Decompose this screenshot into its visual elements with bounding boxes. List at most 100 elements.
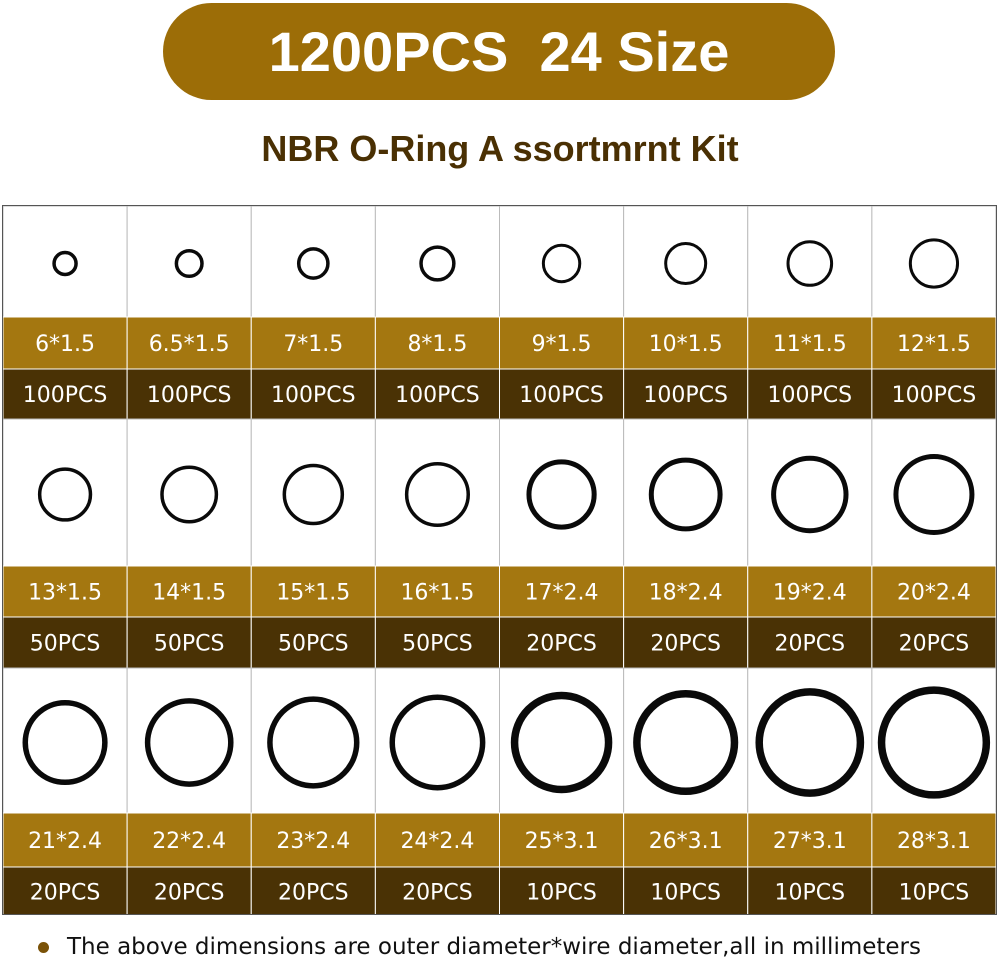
size-label: 26*3.1: [649, 829, 723, 854]
count-label: 100PCS: [768, 383, 853, 408]
count-strip: [499, 368, 625, 420]
image-cell: [250, 206, 376, 318]
o-ring: [755, 688, 865, 797]
size-label: 13*1.5: [28, 581, 102, 606]
o-ring: [144, 698, 234, 787]
o-ring: [174, 248, 204, 279]
size-label: 20*2.4: [897, 581, 971, 606]
count-strip: [499, 616, 625, 669]
o-ring: [22, 699, 108, 786]
image-cell: [871, 418, 996, 567]
o-ring: [160, 465, 219, 524]
count-strip: [3, 616, 128, 669]
image-cell: [747, 206, 873, 318]
size-strip: [250, 812, 376, 868]
image-cell: [499, 206, 625, 318]
count-strip: [871, 866, 996, 914]
o-ring: [510, 691, 613, 794]
image-cell: [623, 418, 749, 567]
image-cell: [126, 418, 252, 567]
count-label: 20PCS: [154, 881, 225, 906]
count-strip: [747, 368, 873, 420]
count-strip: [126, 866, 252, 914]
size-label: 19*2.4: [773, 581, 847, 606]
count-strip: [374, 866, 500, 914]
count-label: 20PCS: [526, 632, 597, 657]
image-cell: [623, 206, 749, 318]
o-ring: [664, 242, 708, 285]
count-strip: [126, 616, 252, 669]
o-ring: [771, 455, 849, 534]
title-banner: 1200PCS 24 Size: [163, 3, 835, 100]
o-ring: [404, 461, 470, 528]
image-cell: [3, 206, 128, 318]
count-strip: [499, 866, 625, 914]
size-label: 27*3.1: [773, 829, 847, 854]
o-ring: [267, 696, 360, 789]
image-cell: [3, 667, 128, 814]
size-label: 6*1.5: [35, 332, 95, 357]
size-label: 11*1.5: [773, 332, 847, 357]
size-label: 10*1.5: [649, 332, 723, 357]
size-strip: [623, 812, 749, 868]
size-label: 22*2.4: [152, 829, 226, 854]
size-strip: [374, 316, 500, 370]
count-strip: [250, 368, 376, 420]
count-strip: [374, 616, 500, 669]
image-cell: [3, 418, 128, 567]
subtitle: NBR O-Ring A ssortmrnt Kit: [261, 128, 739, 169]
size-label: 21*2.4: [28, 829, 102, 854]
size-label: 15*1.5: [276, 581, 350, 606]
title: 1200PCS 24 Size: [268, 20, 730, 83]
count-label: 20PCS: [899, 632, 970, 657]
size-strip: [250, 316, 376, 370]
o-ring: [786, 240, 834, 287]
image-cell: [499, 418, 625, 567]
o-ring: [296, 247, 330, 280]
o-ring: [908, 238, 960, 289]
count-label: 100PCS: [23, 383, 108, 408]
image-cell: [126, 206, 252, 318]
image-cell: [747, 418, 873, 567]
o-ring: [52, 250, 78, 277]
o-ring: [633, 689, 739, 796]
count-label: 10PCS: [650, 881, 721, 906]
count-strip: [250, 866, 376, 914]
count-label: 20PCS: [650, 632, 721, 657]
size-strip: [747, 812, 873, 868]
size-label: 9*1.5: [532, 332, 592, 357]
size-strip: [623, 316, 749, 370]
image-cell: [374, 206, 500, 318]
count-label: 50PCS: [154, 632, 225, 657]
count-label: 20PCS: [775, 632, 846, 657]
o-ring: [389, 694, 486, 791]
footnote: The above dimensions are outer diameter*…: [38, 934, 921, 960]
count-label: 50PCS: [278, 632, 349, 657]
size-strip: [3, 565, 128, 618]
footnote-text: The above dimensions are outer diameter*…: [67, 934, 921, 960]
size-label: 6.5*1.5: [149, 332, 230, 357]
o-ring: [541, 243, 582, 284]
size-label: 16*1.5: [400, 581, 474, 606]
count-label: 100PCS: [892, 383, 977, 408]
count-label: 100PCS: [271, 383, 356, 408]
count-label: 100PCS: [643, 383, 728, 408]
count-label: 100PCS: [519, 383, 604, 408]
count-strip: [250, 616, 376, 669]
count-strip: [623, 866, 749, 914]
size-strip: [374, 565, 500, 618]
count-label: 50PCS: [402, 632, 473, 657]
size-label: 17*2.4: [525, 581, 599, 606]
bullet: [38, 942, 49, 953]
image-cell: [250, 418, 376, 567]
o-ring: [282, 463, 345, 526]
count-label: 10PCS: [526, 881, 597, 906]
size-label: 28*3.1: [897, 829, 971, 854]
size-label: 18*2.4: [649, 581, 723, 606]
size-strip: [871, 812, 996, 868]
size-strip: [126, 565, 252, 618]
size-strip: [374, 812, 500, 868]
count-strip: [871, 616, 996, 669]
count-label: 100PCS: [395, 383, 480, 408]
